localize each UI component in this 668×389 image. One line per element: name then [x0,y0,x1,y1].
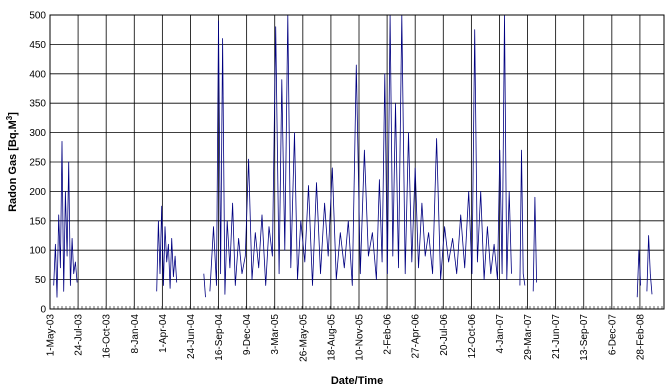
x-tick-label: 18-Aug-05 [326,314,337,361]
x-tick-label: 8-Jan-04 [130,314,141,354]
y-tick-label: 400 [29,69,46,80]
x-tick-label: 27-Apr-06 [411,314,422,359]
y-tick-label: 350 [29,99,46,110]
y-tick-labels: 0 50 100 150 200 250 300 350 400 450 500 [29,11,46,316]
series-segment [203,273,206,298]
y-axis-title-end: ] [7,112,19,116]
x-tick-label: 29-Mar-07 [523,314,534,361]
y-tick-label: 500 [29,11,46,22]
x-tick-label: 10-Nov-05 [355,314,366,361]
series-radon-gas [53,14,653,298]
x-tick-label: 16-Sep-04 [214,314,225,361]
y-tick-label: 250 [29,158,46,169]
x-tick-label: 1-May-03 [46,314,57,357]
x-tick-labels: 1-May-03 24-Jul-03 16-Oct-03 8-Jan-04 1-Apr-… [46,314,647,362]
y-axis-title: Radon Gas [Bq.M3] [5,112,19,212]
y-axis-title-sup: 3 [5,115,14,120]
x-tick-label: 20-Jul-06 [439,314,450,356]
y-tick-label: 50 [35,275,47,286]
x-tick-label: 13-Sep-07 [579,314,590,361]
x-tick-label: 6-Dec-07 [607,314,618,356]
x-tick-label: 9-Dec-04 [242,314,253,356]
plot-frame [49,14,665,310]
x-tick-label: 24-Jun-04 [186,314,197,359]
grid-lines [49,14,664,310]
x-tick-label: 4-Jan-07 [495,314,506,354]
series-segment [53,140,78,298]
y-tick-label: 450 [29,40,46,51]
x-tick-label: 3-Mar-05 [270,314,281,355]
y-tick-label: 0 [40,305,46,316]
x-tick-label: 28-Feb-08 [635,314,646,361]
series-segment [156,205,178,292]
x-axis-title: Date/Time [331,375,383,387]
y-tick-label: 100 [29,246,46,257]
y-axis-title-main: Radon Gas [Bq.M [7,120,19,212]
x-tick-label: 21-Jun-07 [551,314,562,359]
series-segment [532,196,537,292]
series-segment [646,235,653,295]
y-tick-label: 300 [29,128,46,139]
y-tick-label: 150 [29,216,46,227]
x-tick-label: 12-Oct-06 [467,314,478,359]
y-tick-label: 200 [29,187,46,198]
x-tick-label: 26-May-05 [298,314,309,362]
x-tick-label: 24-Jul-03 [74,314,85,356]
x-tick-label: 1-Apr-04 [158,314,169,353]
x-tick-label: 2-Feb-06 [383,314,394,355]
series-segment [519,149,526,286]
x-tick-label: 16-Oct-03 [102,314,113,359]
series-segment [636,249,641,298]
series-segment [209,14,512,295]
